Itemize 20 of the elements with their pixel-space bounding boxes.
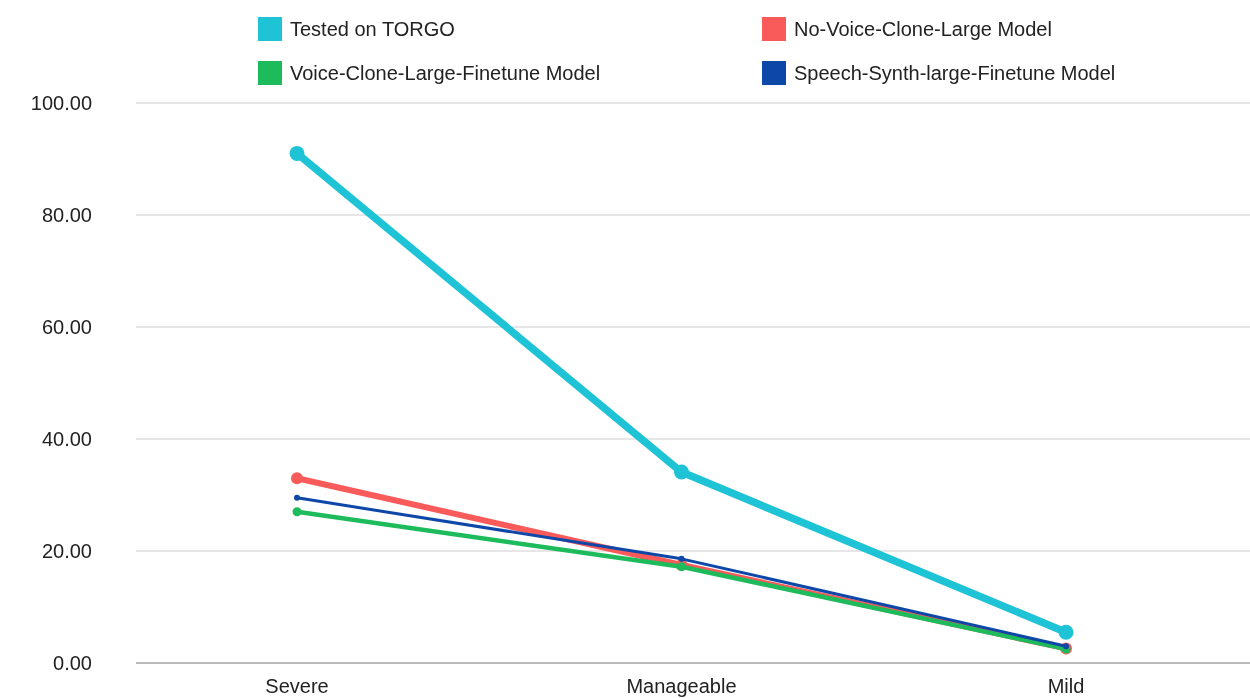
y-tick-label: 60.00 [41, 316, 92, 338]
y-tick-label: 40.00 [41, 428, 92, 450]
point [674, 464, 689, 480]
legend-label: Speech-Synth-large-Finetune Model [794, 62, 1116, 84]
legend-label: Voice-Clone-Large-Finetune Model [290, 62, 601, 84]
point [291, 472, 303, 485]
y-tick-label: 20.00 [41, 540, 92, 562]
x-tick-label: Severe [265, 675, 329, 697]
y-tick-label: 0.00 [53, 652, 92, 674]
point [292, 507, 302, 517]
point [678, 555, 685, 562]
point [289, 145, 305, 161]
x-tick-label: Mild [1047, 675, 1085, 697]
y-tick-label: 80.00 [41, 204, 92, 226]
point [294, 494, 300, 501]
legend-label: Tested on TORGO [290, 18, 455, 40]
x-tick-label: Manageable [626, 675, 737, 697]
legend-label: No-Voice-Clone-Large Model [794, 18, 1052, 40]
y-tick-label: 100.00 [30, 92, 92, 114]
point [1058, 624, 1074, 640]
